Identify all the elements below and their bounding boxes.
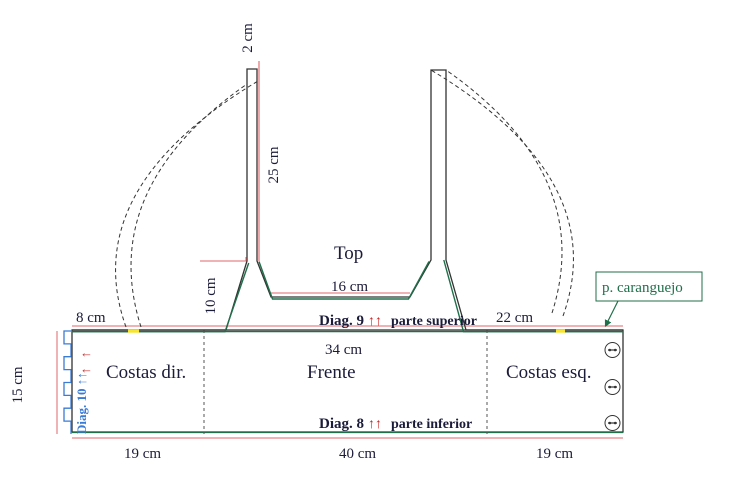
svg-text:←: ← bbox=[80, 361, 93, 376]
svg-text:8 cm: 8 cm bbox=[76, 310, 106, 326]
svg-text:40 cm: 40 cm bbox=[339, 446, 376, 462]
svg-text:25 cm: 25 cm bbox=[266, 146, 282, 183]
svg-text:34 cm: 34 cm bbox=[325, 342, 362, 358]
svg-text:2 cm: 2 cm bbox=[240, 23, 256, 53]
svg-text:Diag. 10 ↑↑: Diag. 10 ↑↑ bbox=[74, 372, 89, 434]
svg-text:Frente: Frente bbox=[307, 362, 356, 383]
svg-text:Diag. 9: Diag. 9 bbox=[319, 313, 364, 329]
svg-text:Costas dir.: Costas dir. bbox=[106, 362, 186, 383]
svg-text:19 cm: 19 cm bbox=[124, 446, 161, 462]
svg-text:Diag. 8: Diag. 8 bbox=[319, 416, 364, 432]
svg-text:Costas esq.: Costas esq. bbox=[506, 362, 592, 383]
svg-text:←: ← bbox=[80, 345, 93, 360]
svg-text:19 cm: 19 cm bbox=[536, 446, 573, 462]
svg-text:22 cm: 22 cm bbox=[496, 310, 533, 326]
svg-text:16 cm: 16 cm bbox=[331, 279, 368, 295]
svg-text:p. caranguejo: p. caranguejo bbox=[602, 280, 683, 296]
svg-text:Top: Top bbox=[334, 243, 363, 264]
svg-text:parte inferior: parte inferior bbox=[391, 417, 472, 432]
svg-text:15 cm: 15 cm bbox=[10, 366, 26, 403]
svg-text:parte superior: parte superior bbox=[391, 314, 477, 329]
svg-text:↑↑: ↑↑ bbox=[368, 417, 382, 432]
svg-text:↑↑: ↑↑ bbox=[368, 314, 382, 329]
svg-text:10 cm: 10 cm bbox=[203, 277, 219, 314]
